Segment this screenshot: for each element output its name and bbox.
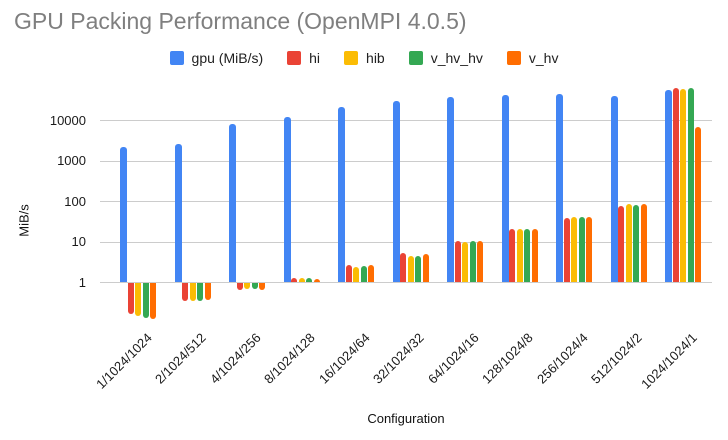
bar-hi[interactable]: [182, 283, 188, 301]
bar-hib[interactable]: [462, 241, 468, 282]
legend-swatch-icon: [506, 51, 521, 65]
y-tick-label: 10: [71, 234, 86, 249]
gridline: [100, 241, 712, 243]
bar-gpu-mib-s[interactable]: [556, 94, 563, 282]
bar-v-hv-hv[interactable]: [415, 255, 421, 282]
bar-v-hv[interactable]: [313, 279, 320, 282]
bar-v-hv[interactable]: [368, 265, 374, 282]
bar-v-hv-hv[interactable]: [469, 241, 476, 282]
bar-hi[interactable]: [400, 253, 406, 282]
y-axis-title: MiB/s: [16, 204, 32, 237]
bar-gpu-mib-s[interactable]: [229, 124, 236, 282]
legend-swatch-icon: [287, 51, 302, 65]
legend-label: gpu (MiB/s): [191, 50, 264, 66]
x-tick-label: 2/1024/512: [152, 330, 210, 387]
legend-label: v_hv_hv: [430, 50, 483, 66]
x-tick-label: 16/1024/64: [315, 330, 373, 387]
bar-gpu-mib-s[interactable]: [174, 144, 182, 282]
bar-hi[interactable]: [672, 88, 679, 282]
bar-gpu-mib-s[interactable]: [447, 97, 454, 282]
legend: gpu (MiB/s) hi hib v_hv_hv v_hv: [0, 50, 728, 66]
bar-hi[interactable]: [563, 218, 570, 282]
x-tick-label: 32/1024/32: [370, 330, 428, 387]
bar-v-hv-hv[interactable]: [687, 87, 694, 282]
bar-hib[interactable]: [244, 283, 250, 290]
legend-item-v-hv-hv[interactable]: v_hv_hv: [408, 50, 483, 66]
x-tick-label: 4/1024/256: [206, 330, 264, 387]
bar-v-hv-hv[interactable]: [142, 283, 149, 318]
legend-swatch-icon: [344, 51, 359, 65]
x-tick-label: 1024/1024/1: [637, 330, 700, 392]
bar-v-hv-hv[interactable]: [251, 283, 258, 290]
bar-hib[interactable]: [571, 216, 577, 282]
x-axis-title: Configuration: [367, 411, 445, 426]
chart-title: GPU Packing Performance (OpenMPI 4.0.5): [14, 8, 467, 34]
bar-hib[interactable]: [135, 283, 141, 317]
bar-v-hv[interactable]: [477, 240, 483, 282]
bar-hib[interactable]: [680, 89, 686, 282]
bar-hi[interactable]: [454, 240, 461, 282]
x-tick-label: 128/1024/8: [479, 330, 537, 387]
bar-v-hv[interactable]: [531, 228, 538, 282]
gridline: [100, 160, 712, 162]
bar-gpu-mib-s[interactable]: [392, 100, 400, 282]
bar-v-hv-hv[interactable]: [633, 204, 639, 282]
x-tick-label: 64/1024/16: [424, 330, 482, 387]
y-tick-label: 1: [78, 274, 86, 290]
bar-gpu-mib-s[interactable]: [283, 117, 291, 282]
x-tick-label: 512/1024/2: [588, 330, 646, 387]
legend-label: v_hv: [528, 50, 559, 66]
bar-gpu-mib-s[interactable]: [338, 106, 345, 282]
bar-hi[interactable]: [509, 228, 515, 282]
bar-hi[interactable]: [236, 283, 243, 290]
bar-v-hv-hv[interactable]: [360, 265, 367, 282]
bar-v-hv[interactable]: [150, 283, 156, 319]
bar-v-hv[interactable]: [204, 283, 211, 300]
gridline: [100, 282, 712, 283]
y-tick-label: 1000: [57, 153, 86, 168]
bar-gpu-mib-s[interactable]: [120, 147, 127, 282]
bar-hi[interactable]: [345, 264, 352, 282]
bar-v-hv[interactable]: [695, 127, 701, 282]
bar-hi[interactable]: [618, 205, 624, 282]
y-tick-label: 10000: [49, 112, 86, 128]
legend-label: hib: [366, 50, 385, 66]
legend-swatch-icon: [169, 51, 184, 65]
legend-item-v-hv[interactable]: v_hv: [506, 50, 559, 66]
bar-gpu-mib-s[interactable]: [665, 90, 672, 282]
bar-v-hv-hv[interactable]: [197, 283, 203, 301]
bar-hib[interactable]: [516, 229, 523, 282]
bar-v-hv[interactable]: [586, 217, 592, 282]
gridline: [100, 201, 712, 202]
legend-item-hi[interactable]: hi: [287, 50, 320, 66]
x-tick-label: 8/1024/128: [261, 330, 319, 387]
x-tick-label: 256/1024/4: [533, 330, 591, 387]
bar-gpu-mib-s[interactable]: [610, 95, 618, 282]
bar-hib[interactable]: [298, 278, 305, 282]
y-tick-label: 100: [64, 193, 86, 209]
legend-label: hi: [309, 50, 321, 66]
bar-v-hv[interactable]: [259, 283, 265, 291]
bar-v-hv-hv[interactable]: [524, 229, 530, 282]
bar-v-hv-hv[interactable]: [306, 278, 312, 282]
bar-hib[interactable]: [625, 204, 632, 282]
x-tick-label: 1/1024/1024: [92, 330, 155, 392]
legend-swatch-icon: [408, 51, 423, 65]
bar-v-hv-hv[interactable]: [578, 216, 585, 282]
gridline: [100, 120, 712, 121]
bar-v-hv[interactable]: [422, 253, 429, 282]
bar-hib[interactable]: [189, 283, 196, 302]
bar-hib[interactable]: [353, 266, 359, 282]
bar-hib[interactable]: [407, 256, 414, 282]
bar-v-hv[interactable]: [640, 204, 647, 282]
bar-hi[interactable]: [127, 283, 134, 315]
bar-gpu-mib-s[interactable]: [501, 95, 509, 282]
legend-item-gpu-mib-s[interactable]: gpu (MiB/s): [169, 50, 264, 66]
bar-hi[interactable]: [291, 277, 297, 282]
legend-item-hib[interactable]: hib: [344, 50, 385, 66]
